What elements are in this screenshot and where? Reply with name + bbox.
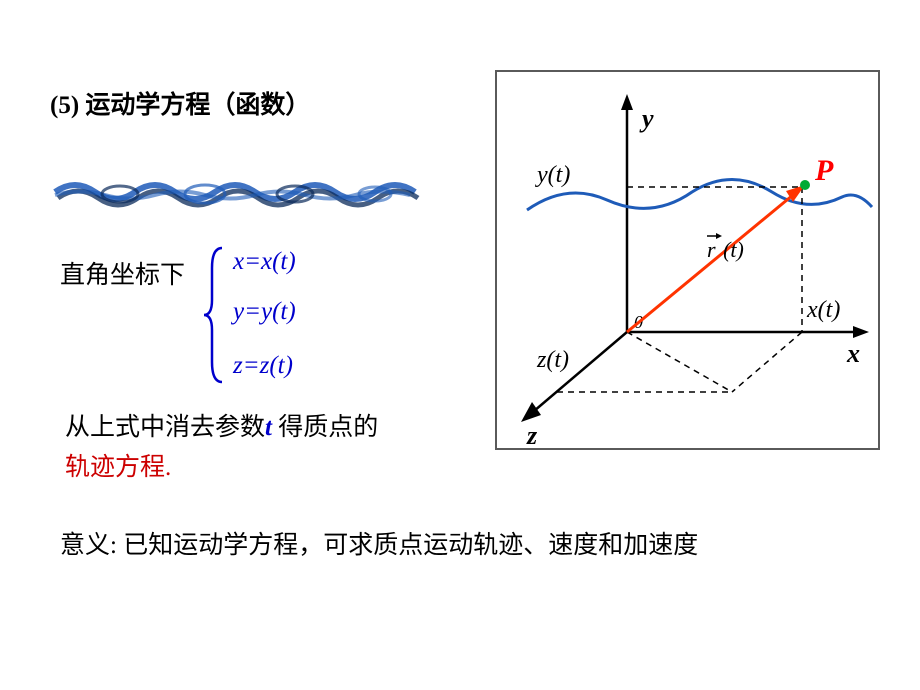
trajectory-term: 轨迹方程. bbox=[65, 454, 171, 481]
y-axis-label: y bbox=[639, 104, 654, 133]
elimination-text: 从上式中消去参数t 得质点的 轨迹方程. bbox=[65, 408, 378, 488]
x-axis-label: x bbox=[846, 339, 860, 368]
brace-icon bbox=[200, 240, 230, 390]
meaning-label: 意义: bbox=[60, 532, 117, 559]
zt-label: z(t) bbox=[536, 347, 569, 373]
param-t: t bbox=[265, 414, 272, 441]
point-p bbox=[800, 180, 810, 190]
eq-z: z=z(t) bbox=[233, 352, 293, 380]
distorted-equation-graphic bbox=[50, 170, 420, 220]
heading-text: 运动学方程（函数） bbox=[85, 92, 310, 119]
eq-x: x=x(t) bbox=[233, 248, 296, 276]
z-axis-label: z bbox=[526, 421, 538, 448]
parametric-equations: x=x(t) y=y(t) z=z(t) bbox=[200, 240, 420, 390]
meaning-body: 已知运动学方程，可求质点运动轨迹、速度和加速度 bbox=[117, 532, 698, 559]
coordinate-diagram: 0 y y(t) x x(t) z z(t) r (t) P bbox=[495, 70, 880, 450]
yt-label: y(t) bbox=[535, 162, 570, 188]
heading-number: (5) bbox=[50, 92, 79, 119]
section-heading: (5) 运动学方程（函数） bbox=[50, 85, 310, 121]
meaning-text: 意义: 已知运动学方程，可求质点运动轨迹、速度和加速度 bbox=[60, 525, 698, 568]
xt-label: x(t) bbox=[806, 297, 840, 323]
elim-mid: 得质点的 bbox=[272, 414, 378, 441]
diagram-svg: 0 y y(t) x x(t) z z(t) r (t) P bbox=[497, 72, 878, 448]
coord-system-label: 直角坐标下 bbox=[60, 255, 185, 291]
p-label: P bbox=[814, 154, 834, 187]
elim-prefix: 从上式中消去参数 bbox=[65, 414, 265, 441]
eq-y: y=y(t) bbox=[233, 298, 296, 326]
r-label: r (t) bbox=[707, 237, 744, 262]
